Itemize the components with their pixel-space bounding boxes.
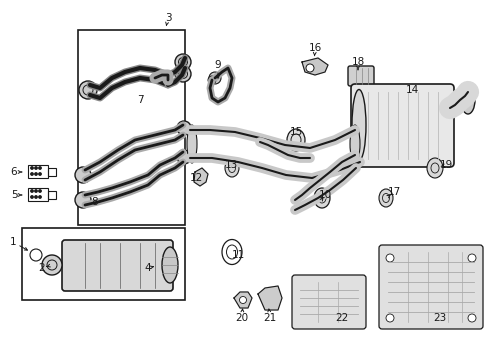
- Text: 6: 6: [11, 167, 17, 177]
- Bar: [48, 191, 56, 199]
- Ellipse shape: [224, 159, 239, 177]
- Circle shape: [175, 54, 191, 70]
- Text: 10: 10: [318, 190, 331, 200]
- Ellipse shape: [351, 90, 365, 161]
- Circle shape: [39, 167, 41, 169]
- Circle shape: [467, 254, 475, 262]
- Circle shape: [35, 167, 37, 169]
- Circle shape: [35, 196, 37, 198]
- Ellipse shape: [378, 189, 392, 207]
- Circle shape: [208, 72, 221, 84]
- FancyBboxPatch shape: [350, 84, 453, 167]
- Text: 8: 8: [92, 197, 98, 207]
- Text: 22: 22: [335, 313, 348, 323]
- Polygon shape: [194, 168, 207, 186]
- Circle shape: [79, 81, 97, 99]
- Text: 3: 3: [164, 13, 171, 23]
- Ellipse shape: [313, 188, 329, 208]
- Circle shape: [31, 173, 33, 175]
- Text: 18: 18: [351, 57, 364, 67]
- Circle shape: [31, 167, 33, 169]
- Circle shape: [385, 314, 393, 322]
- Text: 20: 20: [235, 313, 248, 323]
- Circle shape: [467, 314, 475, 322]
- Circle shape: [35, 190, 37, 192]
- Polygon shape: [258, 286, 282, 310]
- Text: 9: 9: [214, 60, 221, 70]
- Circle shape: [305, 64, 313, 72]
- Bar: [22, 228, 184, 300]
- Circle shape: [39, 190, 41, 192]
- Text: 19: 19: [439, 160, 452, 170]
- Circle shape: [177, 121, 191, 135]
- FancyBboxPatch shape: [347, 66, 373, 86]
- Text: 4: 4: [144, 263, 151, 273]
- Text: 13: 13: [224, 160, 237, 170]
- Circle shape: [39, 196, 41, 198]
- Ellipse shape: [460, 86, 474, 114]
- Circle shape: [39, 173, 41, 175]
- Circle shape: [177, 150, 191, 164]
- FancyBboxPatch shape: [291, 275, 365, 329]
- Bar: [28, 165, 48, 178]
- Bar: [78, 30, 184, 225]
- Text: 14: 14: [405, 85, 418, 95]
- Text: 12: 12: [189, 173, 202, 183]
- FancyBboxPatch shape: [378, 245, 482, 329]
- Circle shape: [175, 66, 191, 82]
- FancyBboxPatch shape: [62, 240, 173, 291]
- Bar: [28, 188, 48, 201]
- Text: 16: 16: [308, 43, 321, 53]
- Text: 23: 23: [432, 313, 446, 323]
- Text: 21: 21: [263, 313, 276, 323]
- Text: 5: 5: [11, 190, 17, 200]
- Text: 11: 11: [231, 250, 244, 260]
- Circle shape: [42, 255, 62, 275]
- Polygon shape: [234, 292, 251, 308]
- Circle shape: [31, 196, 33, 198]
- Circle shape: [385, 254, 393, 262]
- Ellipse shape: [186, 125, 197, 163]
- Text: 15: 15: [289, 127, 302, 137]
- Ellipse shape: [162, 247, 178, 283]
- Circle shape: [239, 297, 246, 303]
- Polygon shape: [302, 58, 327, 75]
- Circle shape: [75, 192, 91, 208]
- Circle shape: [35, 173, 37, 175]
- Ellipse shape: [349, 125, 359, 163]
- Text: 2: 2: [39, 263, 45, 273]
- Ellipse shape: [286, 129, 305, 151]
- Text: 7: 7: [137, 95, 143, 105]
- Text: 1: 1: [10, 237, 16, 247]
- Bar: [48, 168, 56, 176]
- Circle shape: [31, 190, 33, 192]
- Text: 17: 17: [386, 187, 400, 197]
- Ellipse shape: [426, 158, 442, 178]
- Circle shape: [75, 167, 91, 183]
